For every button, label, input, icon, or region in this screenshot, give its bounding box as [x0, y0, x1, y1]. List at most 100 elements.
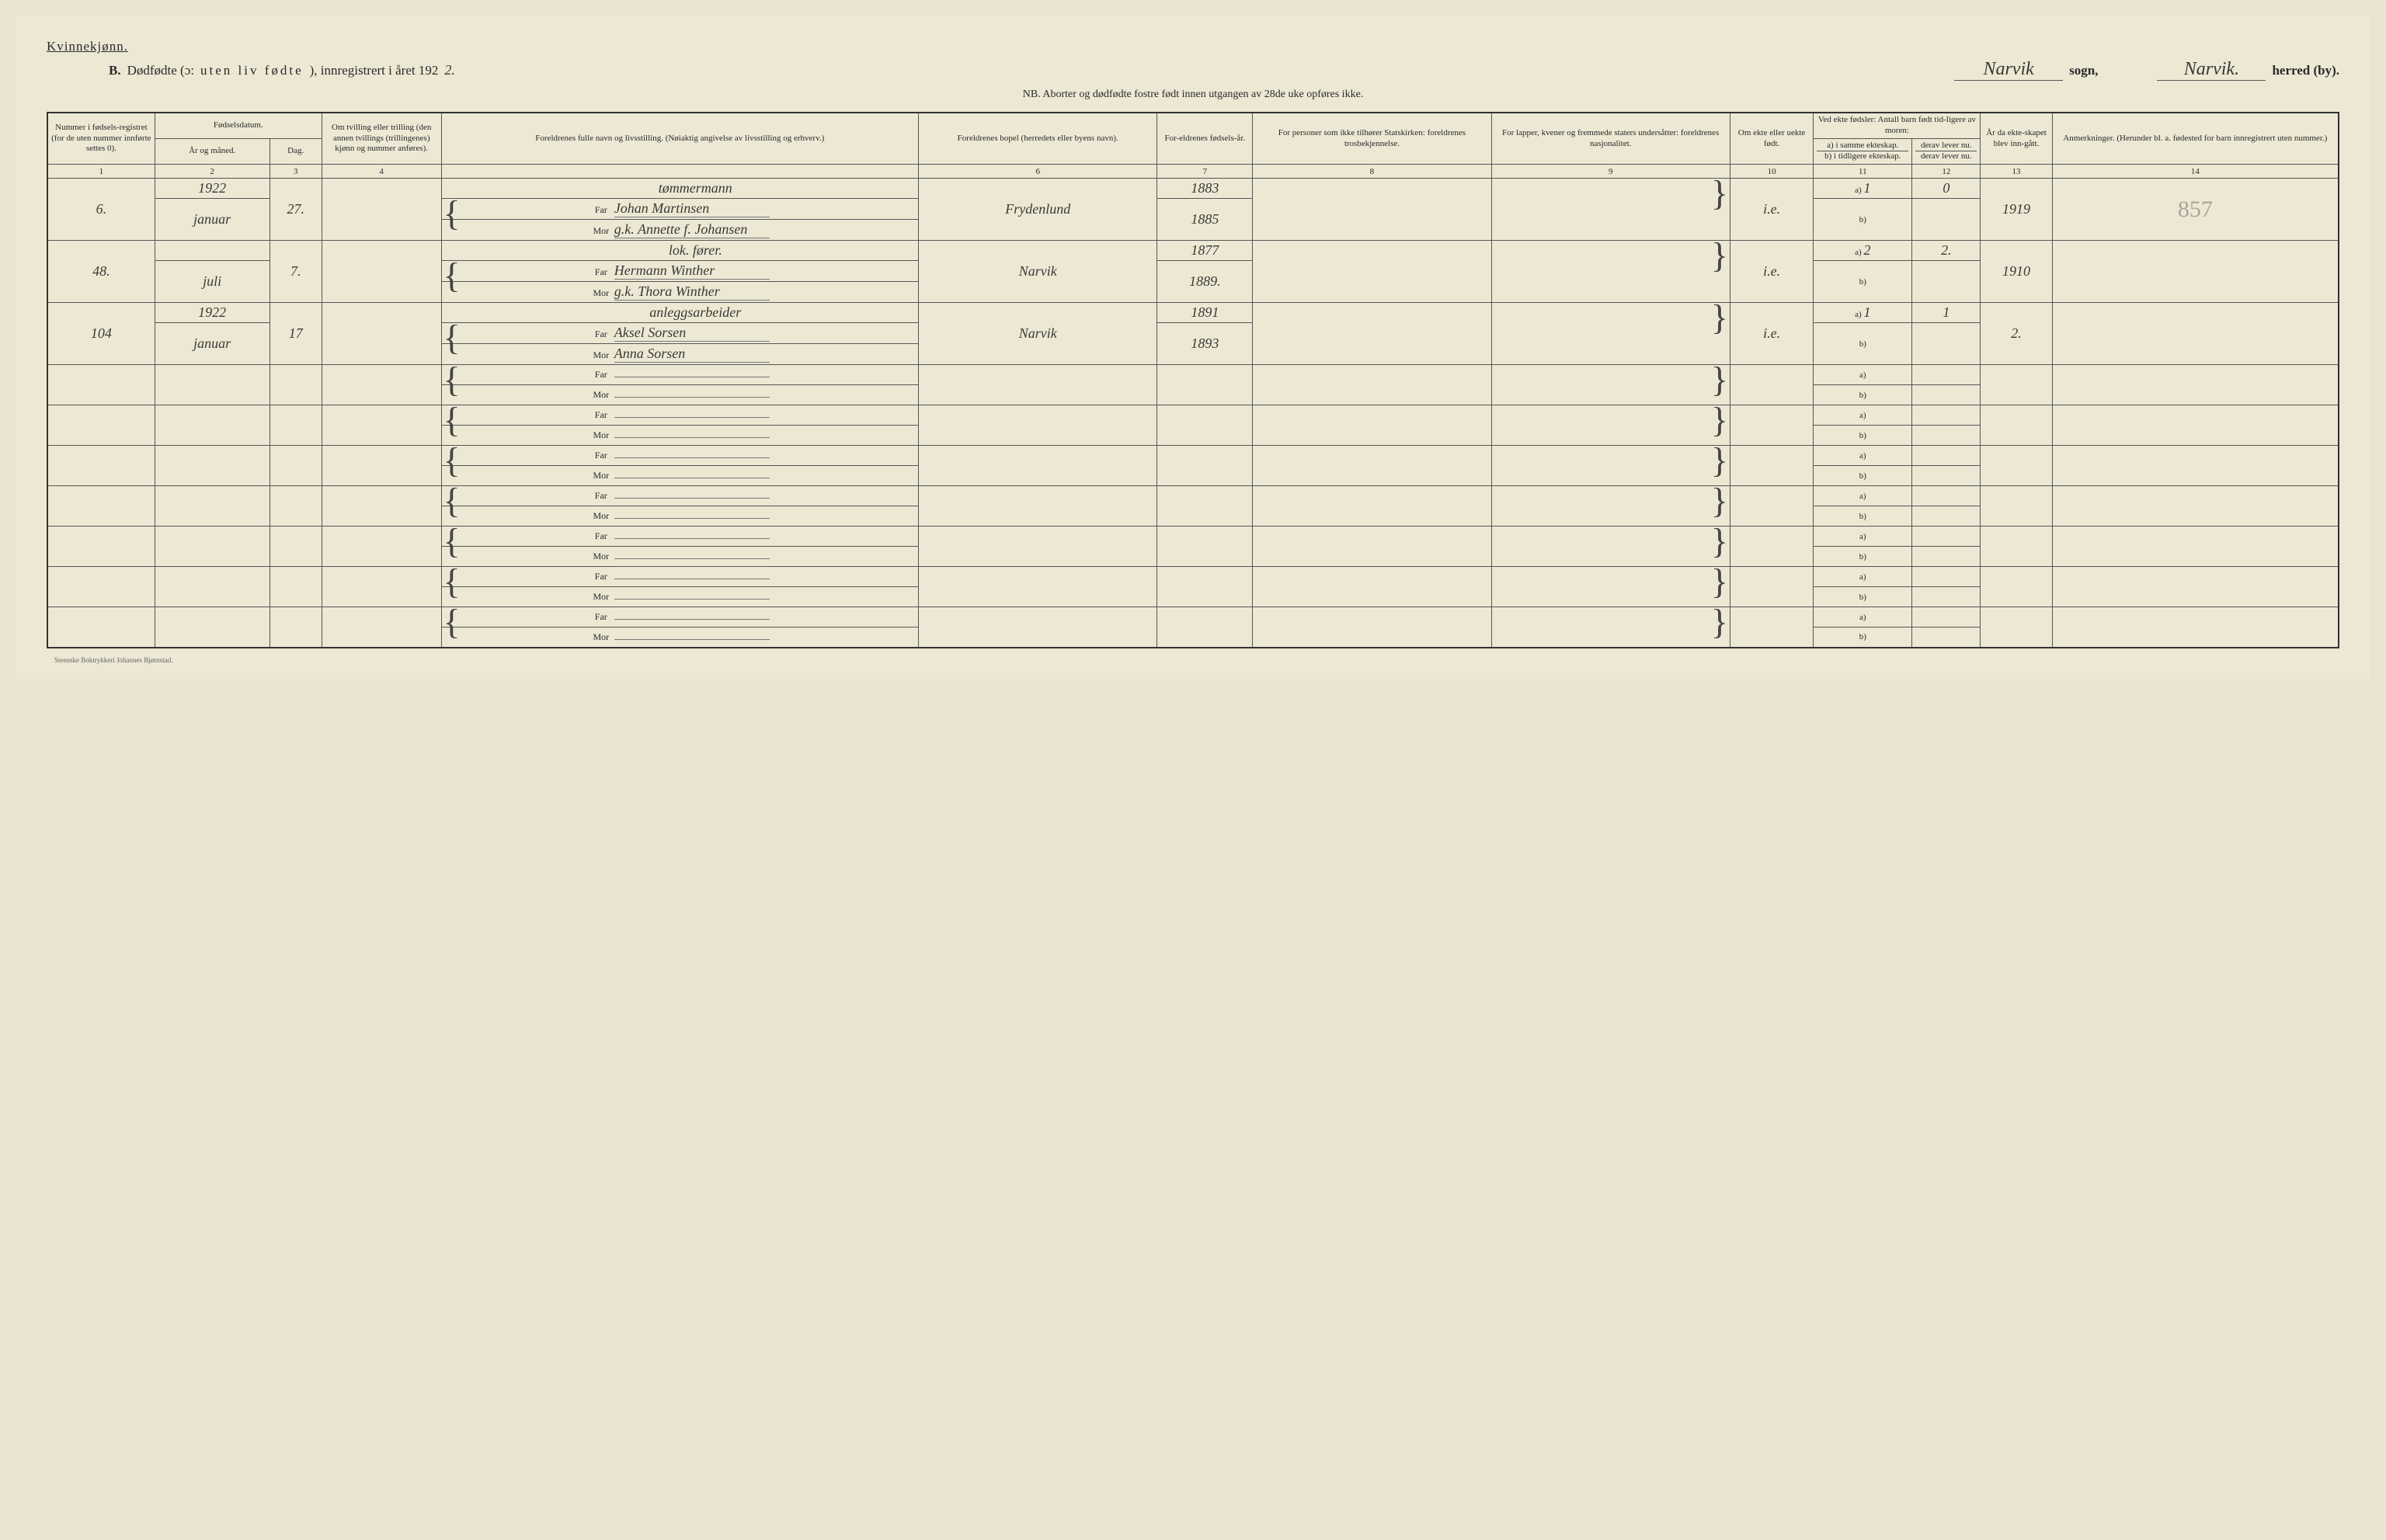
legitimacy: i.e.: [1730, 303, 1814, 365]
far-birth-year: 1877: [1157, 241, 1253, 261]
twin-cell: [322, 303, 441, 365]
col-header-6: Foreldrenes bopel (herredets eller byens…: [919, 113, 1157, 165]
entry-month: juli: [155, 261, 270, 303]
empty-b: b): [1814, 466, 1912, 486]
children-a: a) 1: [1814, 303, 1912, 323]
occupation-cell: anleggsarbeider: [441, 303, 919, 323]
entry-number: 6.: [47, 179, 155, 241]
entry-day: 17: [270, 303, 322, 365]
entry-number: 48.: [47, 241, 155, 303]
colnum: 1: [47, 165, 155, 179]
empty-mor: Mor: [441, 547, 919, 567]
residence: Frydenlund: [919, 179, 1157, 241]
section-letter: B.: [109, 63, 121, 78]
marriage-year: 1919: [1981, 179, 2052, 241]
empty-mor: Mor: [441, 426, 919, 446]
empty-num: [47, 446, 155, 486]
col-header-14: Anmerkninger. (Herunder bl. a. fødested …: [2052, 113, 2339, 165]
title-line: B. Dødfødte (ɔ: uten liv fødte ), innreg…: [109, 59, 2339, 81]
empty-anm: [2052, 365, 2339, 405]
residence: Narvik: [919, 303, 1157, 365]
empty-rel: [1253, 486, 1491, 527]
empty-anm: [2052, 527, 2339, 567]
col-header-4: Om tvilling eller trilling (den annen tv…: [322, 113, 441, 165]
col-header-1: Nummer i fødsels-registret (for de uten …: [47, 113, 155, 165]
mother-cell: Mor g.k. Annette f. Johansen: [441, 220, 919, 241]
mor-birth-year: 1889.: [1157, 261, 1253, 303]
empty-ekte: [1730, 446, 1814, 486]
entry-year: 1922: [155, 179, 270, 199]
empty-faryear: [1157, 527, 1253, 567]
empty-b: b): [1814, 587, 1912, 607]
empty-marriage: [1981, 486, 2052, 527]
colnum: 7: [1157, 165, 1253, 179]
empty-mor: Mor: [441, 627, 919, 648]
empty-a: a): [1814, 486, 1912, 506]
empty-a: a): [1814, 567, 1912, 587]
empty-a: a): [1814, 405, 1912, 426]
empty-marriage: [1981, 527, 2052, 567]
father-cell: {Far Johan Martinsen: [441, 199, 919, 220]
colnum: 14: [2052, 165, 2339, 179]
colnum: 4: [322, 165, 441, 179]
children-b-living: [1912, 199, 1981, 241]
empty-twin: [322, 446, 441, 486]
empty-marriage: [1981, 446, 2052, 486]
far-birth-year: 1891: [1157, 303, 1253, 323]
empty-day: [270, 527, 322, 567]
empty-b-lever: [1912, 587, 1981, 607]
entry-number: 104: [47, 303, 155, 365]
empty-anm: [2052, 607, 2339, 648]
empty-b: b): [1814, 627, 1912, 648]
children-b: b): [1814, 199, 1912, 241]
col-header-7: For-eldrenes fødsels-år.: [1157, 113, 1253, 165]
colnum: 11: [1814, 165, 1912, 179]
col-header-11a: a) i samme ekteskap. b) i tidligere ekte…: [1814, 138, 1912, 165]
children-a: a) 1: [1814, 179, 1912, 199]
empty-a: a): [1814, 365, 1912, 385]
title-part2: ), innregistrert i året 192: [310, 63, 439, 78]
empty-month: [155, 486, 270, 527]
empty-rel: [1253, 527, 1491, 567]
empty-a-lever: [1912, 567, 1981, 587]
nationality-cell: }: [1491, 303, 1730, 365]
title-spaced: uten liv fødte: [200, 63, 304, 78]
empty-far: {Far: [441, 567, 919, 587]
empty-day: [270, 405, 322, 446]
empty-nat: }: [1491, 405, 1730, 446]
empty-anm: [2052, 405, 2339, 446]
empty-far: {Far: [441, 405, 919, 426]
empty-rel: [1253, 365, 1491, 405]
empty-b: b): [1814, 385, 1912, 405]
entry-year: [155, 241, 270, 261]
religion-cell: [1253, 303, 1491, 365]
entry-month: januar: [155, 323, 270, 365]
empty-faryear: [1157, 405, 1253, 446]
empty-anm: [2052, 567, 2339, 607]
children-b: b): [1814, 261, 1912, 303]
empty-b-lever: [1912, 506, 1981, 527]
empty-num: [47, 527, 155, 567]
empty-bopel: [919, 527, 1157, 567]
empty-nat: }: [1491, 567, 1730, 607]
empty-month: [155, 567, 270, 607]
empty-nat: }: [1491, 527, 1730, 567]
far-birth-year: 1883: [1157, 179, 1253, 199]
colnum: 8: [1253, 165, 1491, 179]
entry-month: januar: [155, 199, 270, 241]
empty-ekte: [1730, 607, 1814, 648]
occupation-cell: lok. fører.: [441, 241, 919, 261]
empty-rel: [1253, 567, 1491, 607]
empty-rel: [1253, 607, 1491, 648]
children-living: 1: [1912, 303, 1981, 323]
empty-b: b): [1814, 426, 1912, 446]
entry-year: 1922: [155, 303, 270, 323]
nationality-cell: }: [1491, 241, 1730, 303]
colnum: 12: [1912, 165, 1981, 179]
mor-birth-year: 1893: [1157, 323, 1253, 365]
col-header-2b: Dag.: [270, 138, 322, 165]
marriage-year: 2.: [1981, 303, 2052, 365]
empty-ekte: [1730, 527, 1814, 567]
empty-faryear: [1157, 365, 1253, 405]
empty-rel: [1253, 446, 1491, 486]
